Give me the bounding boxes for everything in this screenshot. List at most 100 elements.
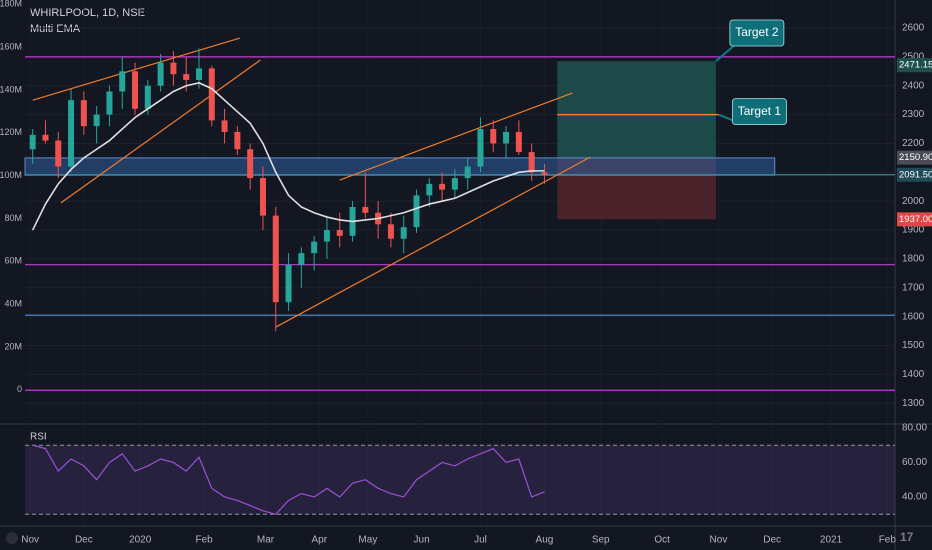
y-tick-label: 1300 <box>902 398 925 409</box>
trend-line <box>60 59 261 204</box>
y-tick-label: 2000 <box>902 196 925 207</box>
y-tick-label: 40.00 <box>902 492 927 503</box>
candle-body <box>119 71 126 92</box>
price-tag <box>897 212 932 227</box>
candle-body <box>144 85 151 109</box>
price-tag <box>897 150 932 165</box>
y-tick-label: 2500 <box>902 52 925 63</box>
candle-body <box>362 206 369 213</box>
candle-body <box>106 91 113 115</box>
x-tick-label: Dec <box>763 535 781 546</box>
target-label: Target 1 <box>738 104 782 118</box>
x-tick-label: Sep <box>592 535 610 546</box>
candle-body <box>439 183 446 190</box>
callout-pointer <box>715 43 737 62</box>
y2-tick-label: 40M <box>4 299 22 309</box>
rsi-line <box>32 444 545 515</box>
x-tick-label: May <box>358 535 377 546</box>
candle-body <box>247 149 254 179</box>
rsi-band <box>25 445 895 515</box>
y2-tick-label: 120M <box>0 127 22 137</box>
candle-body <box>503 131 510 144</box>
candle-body <box>55 140 62 167</box>
y2-tick-label: 160M <box>0 42 22 52</box>
candle-body <box>272 215 279 303</box>
chart-title: WHIRLPOOL, 1D, NSE <box>30 7 145 19</box>
candle-body <box>132 71 139 109</box>
candle-body <box>387 224 394 239</box>
candle-body <box>80 100 87 127</box>
candle-body <box>157 62 164 86</box>
x-tick-label: Feb <box>196 535 214 546</box>
y-tick-label: 60.00 <box>902 457 927 468</box>
y2-tick-label: 60M <box>4 256 22 266</box>
candle-body <box>451 178 458 190</box>
y-tick-label: 2600 <box>902 23 925 34</box>
candle-body <box>528 152 535 173</box>
timezone-icon[interactable] <box>6 532 18 544</box>
price-tag <box>897 167 932 182</box>
y2-tick-label: 80M <box>4 213 22 223</box>
candle-body <box>426 183 433 196</box>
y2-tick-label: 20M <box>4 341 22 351</box>
x-tick-label: Jun <box>414 535 430 546</box>
target-label: Target 2 <box>735 25 779 39</box>
price-tag-label: 2471.15 <box>899 60 932 71</box>
y-tick-label: 1500 <box>902 340 925 351</box>
x-tick-label: Jul <box>474 535 487 546</box>
price-tag-label: 2091.50 <box>899 169 932 180</box>
y-tick-label: 80.00 <box>902 423 927 434</box>
support-zone <box>24 157 776 176</box>
candle-body <box>477 129 484 167</box>
x-tick-label: Nov <box>21 535 39 546</box>
profit-box <box>557 61 716 158</box>
y2-tick-label: 180M <box>0 0 22 9</box>
candle-body <box>490 129 497 144</box>
candle-body <box>29 134 36 150</box>
y-tick-label: 2400 <box>902 80 925 91</box>
x-tick-label: 2021 <box>820 535 843 546</box>
candle-body <box>400 227 407 239</box>
x-tick-label: Dec <box>75 535 93 546</box>
price-tag-label: 2150.90 <box>899 152 932 163</box>
y-tick-label: 1600 <box>902 311 925 322</box>
y2-tick-label: 100M <box>0 170 22 180</box>
candle-body <box>259 178 266 216</box>
candle-body <box>68 100 75 167</box>
y-tick-label: 1800 <box>902 254 925 265</box>
x-tick-label: Feb <box>879 535 897 546</box>
trend-line <box>275 156 591 328</box>
candle-body <box>221 120 228 132</box>
target-box <box>732 98 787 125</box>
candle-body <box>515 131 522 153</box>
y-tick-label: 1400 <box>902 369 925 380</box>
candle-body <box>208 68 215 121</box>
x-tick-label: Apr <box>311 535 327 546</box>
indicator-name: Multi EMA <box>30 23 81 35</box>
y2-tick-label: 0 <box>17 384 22 394</box>
price-tag-label: 1937.00 <box>899 214 932 225</box>
candle-body <box>285 264 292 303</box>
ema-line <box>31 82 545 231</box>
x-tick-label: Oct <box>654 535 670 546</box>
y-tick-label: 2200 <box>902 138 925 149</box>
y2-tick-label: 140M <box>0 84 22 94</box>
y-tick-label: 1700 <box>902 282 925 293</box>
candle-body <box>541 172 548 175</box>
candle-body <box>183 74 190 80</box>
trend-line <box>339 92 573 181</box>
trend-line <box>32 37 241 101</box>
candle-body <box>298 253 305 265</box>
candle-body <box>323 230 330 242</box>
x-tick-label: 2020 <box>129 535 152 546</box>
candle-body <box>42 134 49 141</box>
x-tick-label: Aug <box>536 535 554 546</box>
candle-body <box>234 131 241 150</box>
candle-body <box>413 195 420 228</box>
candle-body <box>311 241 318 254</box>
candle-body <box>196 68 202 80</box>
x-tick-label: Mar <box>257 535 275 546</box>
price-tag <box>897 58 932 73</box>
